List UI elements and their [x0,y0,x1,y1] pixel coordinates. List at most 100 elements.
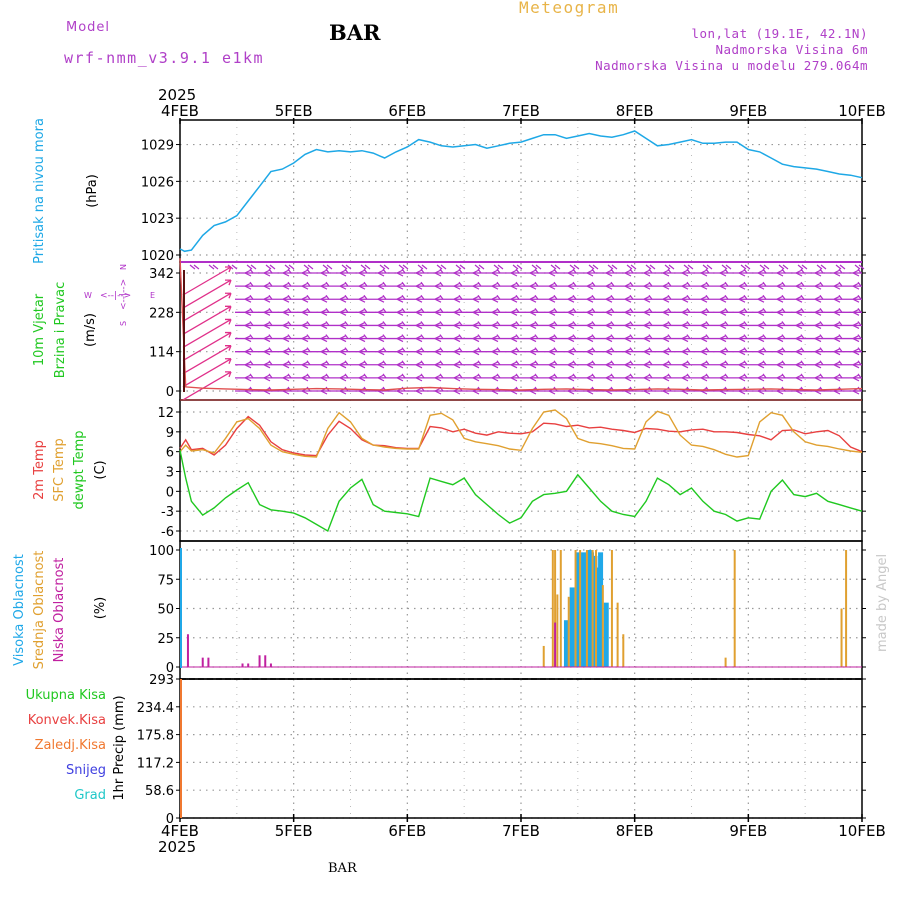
wind-barb [434,321,444,329]
compass-w: W [84,291,92,300]
y-tick-label: -6 [161,525,174,540]
wind-top-barb [322,264,333,270]
wind-barb [624,373,634,382]
wind-barb [681,281,691,290]
wind-arrow-head [225,318,232,325]
wind-barb [453,281,463,290]
wind-barb [738,321,748,329]
wind-barb [301,373,311,382]
wind-barb [434,373,444,382]
wind-barb [852,347,862,356]
wind-top-barb [379,264,390,270]
y-tick-label: 293 [149,673,174,688]
wind-arrow [182,331,232,362]
wind-top-barb [303,264,314,270]
wind-top-barb [721,264,732,270]
time-label-bottom: 5FEB [275,822,313,840]
wind-arrow [182,292,232,322]
wind-barb [586,268,596,277]
cloud-bar-1 [622,634,625,667]
time-label-bottom: 7FEB [502,822,540,840]
wind-barb [662,307,672,316]
wind-barb [833,281,843,290]
wind-barb [529,334,539,343]
wind-barb [567,360,577,369]
y-tick-label: 6 [166,446,174,461]
wind-barb [548,281,558,290]
cloud-bar-0 [592,555,598,667]
wind-top-barb [626,264,637,270]
wind-barb [453,334,463,343]
wind-barb [662,281,672,290]
wind-barb [282,307,292,316]
wind-barb [738,268,748,277]
wind-barb [396,360,406,369]
wind-barb [833,347,843,356]
compass-s: S [119,321,128,326]
wind-barb [605,307,615,316]
wind-barb [472,321,482,329]
wind-barb [358,334,368,343]
wind-barb [282,360,292,369]
cloud-bar-1 [579,550,582,667]
wind-barb [339,334,349,343]
wind-barb [700,268,710,277]
cloud-bar-1 [556,594,559,667]
wind-barb [491,321,501,329]
wind-barb [339,294,349,303]
wind-barb [377,281,387,290]
wind-barb [681,321,691,329]
y-tick-label: 117.2 [137,756,174,771]
wind-barb [320,334,330,343]
wind-barb [358,373,368,382]
wind-barb [491,268,501,277]
wind-barb-row [235,321,862,329]
wind-top-barb [341,264,352,270]
wind-barb-row [235,268,862,277]
compass-we-arrow: <--|--> [100,291,131,301]
wind-barb [567,294,577,303]
wind-barb [548,347,558,356]
wind-barb [567,347,577,356]
wind-barb-row [235,386,862,395]
wind-barb [586,281,596,290]
wind-top-barb [607,264,618,270]
wind-barb [567,334,577,343]
wind-barb [472,373,482,382]
wind-barb [396,321,406,329]
wind-barb [339,281,349,290]
wind-barb [415,294,425,303]
wind-top-barb [759,264,770,270]
wind-barb [263,334,273,343]
wind-barb [339,347,349,356]
wind-barb [510,268,520,277]
wind-barb [776,373,786,382]
wind-barb [757,360,767,369]
wind-barb [244,294,254,303]
compass-n: N [119,264,128,270]
wind-barb [662,360,672,369]
wind-barb [320,321,330,329]
wind-top-barb [664,264,675,270]
wind-arrow-head [225,266,232,273]
wind-barb [757,334,767,343]
wind-barb [282,281,292,290]
wind-barb [776,347,786,356]
wind-barb [605,347,615,356]
wind-barb [472,334,482,343]
wind-barb [358,321,368,329]
wind-barb [567,281,577,290]
wind-barb [529,281,539,290]
cloud-bar-1 [554,550,557,667]
wind-top-barb [512,264,523,270]
wind-barb [776,294,786,303]
wind-barb [358,294,368,303]
cloud-bar-1 [542,645,545,667]
wind-barb [320,307,330,316]
wind-barb [643,294,653,303]
wind-speed-line [179,258,863,391]
wind-barb [719,321,729,329]
cloud-bar-1 [845,550,848,667]
time-label-top: 10FEB [838,102,885,120]
coords-text: lon,lat (19.1E, 42.1N) [691,26,868,41]
